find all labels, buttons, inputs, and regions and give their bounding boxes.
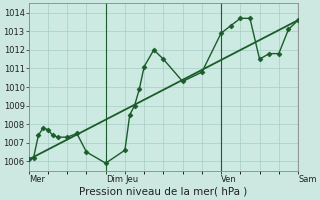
X-axis label: Pression niveau de la mer( hPa ): Pression niveau de la mer( hPa ) bbox=[79, 187, 248, 197]
